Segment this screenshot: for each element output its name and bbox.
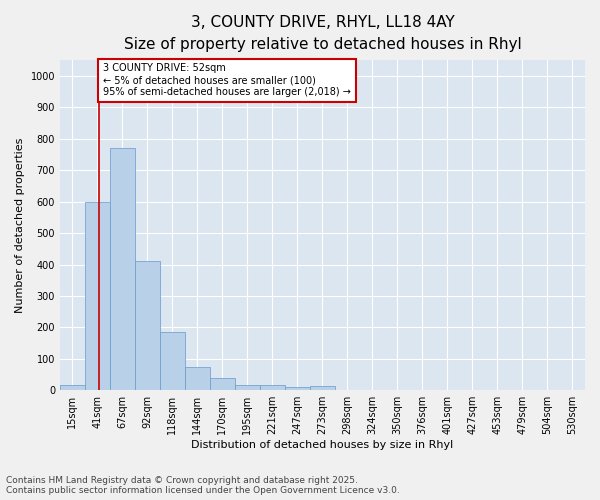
Y-axis label: Number of detached properties: Number of detached properties	[15, 138, 25, 313]
Bar	[285, 387, 310, 390]
Bar	[185, 366, 210, 390]
Bar	[60, 386, 85, 390]
Bar	[135, 262, 160, 390]
Text: 3 COUNTY DRIVE: 52sqm
← 5% of detached houses are smaller (100)
95% of semi-deta: 3 COUNTY DRIVE: 52sqm ← 5% of detached h…	[103, 64, 351, 96]
Bar	[260, 386, 285, 390]
Bar	[85, 202, 110, 390]
Bar	[310, 386, 335, 390]
Bar	[110, 148, 135, 390]
Bar	[235, 386, 260, 390]
X-axis label: Distribution of detached houses by size in Rhyl: Distribution of detached houses by size …	[191, 440, 454, 450]
Bar	[160, 332, 185, 390]
Bar	[210, 378, 235, 390]
Text: Contains HM Land Registry data © Crown copyright and database right 2025.
Contai: Contains HM Land Registry data © Crown c…	[6, 476, 400, 495]
Title: 3, COUNTY DRIVE, RHYL, LL18 4AY
Size of property relative to detached houses in : 3, COUNTY DRIVE, RHYL, LL18 4AY Size of …	[124, 15, 521, 52]
